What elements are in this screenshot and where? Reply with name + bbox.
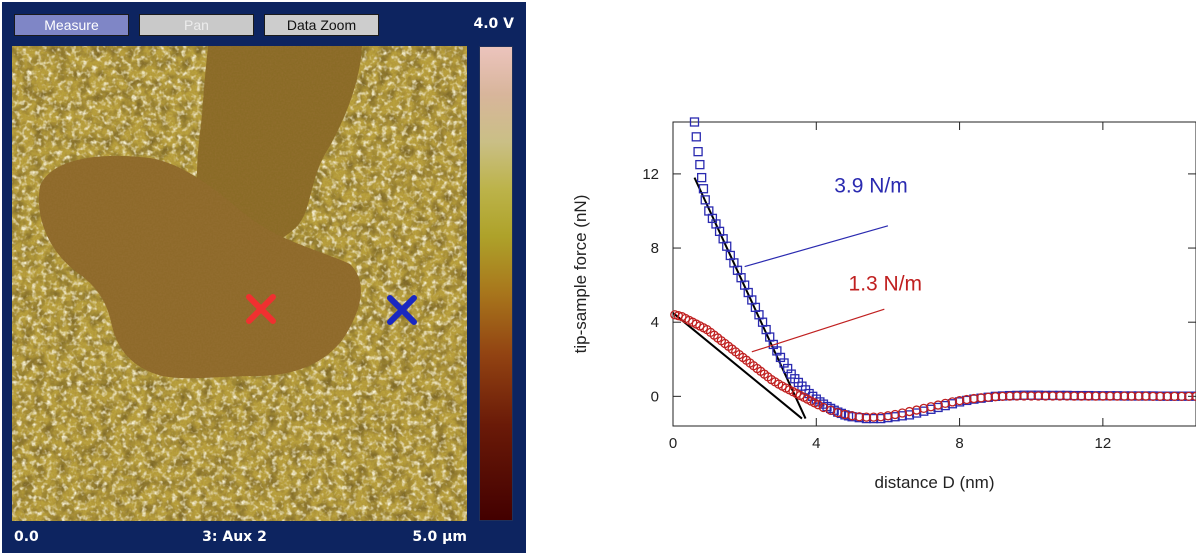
x-axis-end-label: 5.0 µm xyxy=(412,529,467,545)
data-point xyxy=(1098,391,1108,401)
data-point xyxy=(1062,391,1072,401)
data-point xyxy=(1005,391,1015,401)
afm-scan-image[interactable] xyxy=(12,46,467,521)
data-point xyxy=(990,392,1001,402)
axis-ticks: 0 4 8 12 0 4 8 12 xyxy=(642,122,1196,452)
y-tick-label: 0 xyxy=(651,388,659,405)
scan-fine-noise xyxy=(12,46,467,521)
data-point xyxy=(969,393,979,404)
data-point xyxy=(1112,391,1122,401)
data-point xyxy=(1026,391,1036,401)
data-point xyxy=(962,394,972,405)
data-point xyxy=(1055,391,1065,401)
data-point xyxy=(693,147,703,157)
data-point xyxy=(919,406,929,416)
channel-label: 3: Aux 2 xyxy=(202,529,267,545)
data-point xyxy=(1155,391,1165,401)
annotations: 3.9 N/m 1.3 N/m xyxy=(744,174,923,353)
data-point xyxy=(854,412,864,422)
data-point xyxy=(695,159,705,170)
series-label-1-3: 1.3 N/m xyxy=(849,273,923,296)
data-point xyxy=(1184,391,1194,401)
data-point xyxy=(926,404,936,414)
data-point xyxy=(691,132,701,142)
data-point xyxy=(1141,391,1151,401)
x-tick-label: 0 xyxy=(669,435,677,452)
data-point xyxy=(1033,391,1044,401)
x-tick-label: 4 xyxy=(812,435,820,452)
data-point xyxy=(689,117,700,127)
data-point xyxy=(983,392,993,402)
data-point xyxy=(1148,391,1158,401)
data-point xyxy=(840,409,850,420)
fit-line xyxy=(672,312,803,420)
series-1-3-nm xyxy=(670,310,1196,422)
x-axis-label: distance D (nm) xyxy=(875,473,995,492)
plot-border xyxy=(672,121,1196,427)
color-scale-bar xyxy=(479,46,513,521)
data-point xyxy=(1177,391,1187,401)
data-point xyxy=(1134,391,1144,401)
data-point xyxy=(1091,391,1101,401)
series-label-3-9: 3.9 N/m xyxy=(834,174,908,197)
data-point xyxy=(722,241,732,251)
x-axis-start-label: 0.0 xyxy=(14,529,39,545)
data-point xyxy=(868,412,879,422)
red-cross-marker[interactable] xyxy=(246,294,276,324)
data-point xyxy=(1126,391,1137,401)
data-point xyxy=(697,172,707,183)
afm-viewer-panel: Measure Pan Data Zoom 4.0 V xyxy=(2,2,526,553)
data-point xyxy=(897,411,907,421)
data-point xyxy=(954,395,965,406)
fit-lines xyxy=(672,177,807,420)
data-point xyxy=(1019,391,1029,401)
data-point xyxy=(876,412,886,422)
color-scale-max-label: 4.0 V xyxy=(473,16,514,32)
data-point xyxy=(1119,391,1130,401)
data-point xyxy=(1162,391,1172,401)
data-point xyxy=(698,184,709,194)
leader-line-3-9 xyxy=(744,225,889,268)
leader-line-1-3 xyxy=(751,308,885,353)
data-point xyxy=(1069,391,1079,401)
y-tick-label: 12 xyxy=(642,166,659,183)
data-point xyxy=(1083,391,1094,401)
plot-frame xyxy=(672,121,1196,427)
data-point xyxy=(1169,391,1180,401)
data-point xyxy=(883,411,893,421)
pan-button[interactable]: Pan xyxy=(139,14,254,36)
data-point xyxy=(976,393,986,403)
data-point xyxy=(861,412,872,422)
data-point xyxy=(997,391,1008,401)
y-tick-label: 4 xyxy=(651,314,659,331)
data-point xyxy=(700,195,710,205)
force-curve-chart: 0 4 8 12 0 4 8 12 3.9 N/m 1.3 N/m distance D (nm… xyxy=(571,117,1196,492)
data-point xyxy=(1076,391,1087,401)
data-point xyxy=(1040,391,1051,401)
data-point xyxy=(1012,391,1022,401)
y-tick-label: 8 xyxy=(651,240,659,257)
x-tick-label: 8 xyxy=(955,435,963,452)
data-zoom-button[interactable]: Data Zoom xyxy=(264,14,379,36)
data-point xyxy=(1191,391,1196,401)
y-axis-label: tip-sample force (nN) xyxy=(571,195,590,354)
data-point xyxy=(847,411,857,421)
blue-cross-marker[interactable] xyxy=(387,295,417,325)
data-point xyxy=(1105,391,1115,401)
data-point xyxy=(947,397,958,407)
x-tick-label: 12 xyxy=(1095,435,1112,452)
data-point xyxy=(813,400,823,410)
data-point xyxy=(1048,391,1058,401)
measure-button[interactable]: Measure xyxy=(14,14,129,36)
data-point xyxy=(933,402,943,413)
